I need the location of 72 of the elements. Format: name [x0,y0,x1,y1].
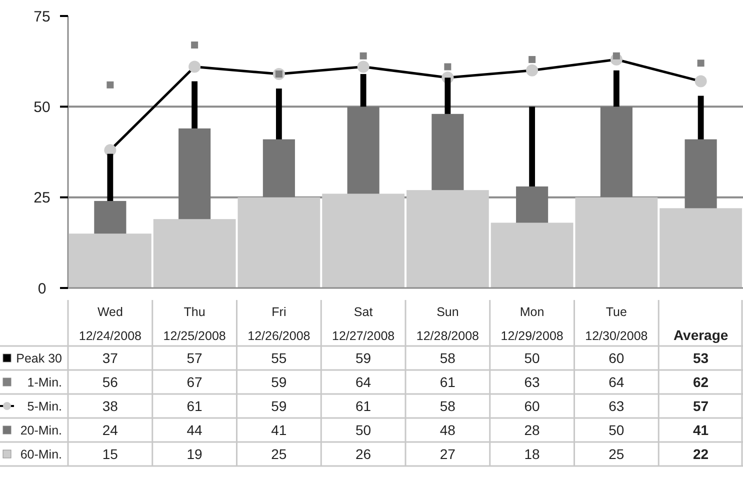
data-label: 37 [102,350,118,366]
point [612,52,620,60]
bar [406,190,489,288]
data-label: 27 [440,446,456,462]
data-label: 41 [271,422,287,438]
data-label: 44 [186,422,203,438]
x-tick-label: Sat 12/27/2008 [332,305,395,343]
bar [322,194,404,288]
data-label: 25 [271,446,287,462]
data-label: 61 [356,398,372,414]
bar [153,219,236,288]
bar [490,222,574,288]
data-label: 58 [440,398,456,414]
bar [238,197,320,288]
data-label: 28 [524,422,540,438]
legend-label: 5-Min. [27,399,62,414]
data-label: 18 [524,446,540,462]
x-tick-label: Fri 12/26/2008 [248,305,310,343]
data-label: 50 [356,422,372,438]
point [444,63,452,70]
legend-label: 1-Min. [27,375,62,390]
x-tick-label: Thu 12/25/2008 [163,305,226,343]
legend-label: 60-Min. [20,447,62,462]
point [191,42,198,49]
x-tick-label: Tue 12/30/2008 [585,305,648,343]
data-label: 62 [693,374,709,390]
data-label: 38 [102,398,118,414]
data-label: 57 [693,398,709,414]
y-tick-label: 25 [34,190,50,207]
data-label: 50 [524,350,540,366]
point [697,60,704,67]
x-tick-label: Mon 12/29/2008 [500,305,564,343]
legend-label: Peak 30 [16,351,62,366]
data-label: 64 [356,374,372,390]
data-label: 41 [693,422,709,438]
point [106,81,114,88]
data-label: 57 [186,350,203,366]
data-label: 24 [102,422,118,438]
bar [660,208,742,288]
data-label: 59 [356,350,372,366]
x-tick-label: Sun 12/28/2008 [416,305,480,343]
data-label: 22 [693,446,709,462]
data-label: 61 [186,398,203,414]
data-label: 56 [102,374,118,390]
data-label: 48 [440,422,456,438]
data-label: 53 [693,350,709,366]
x-tick-label: Average [673,327,728,343]
data-label: 26 [356,446,372,462]
point [528,56,536,64]
data-label: 61 [440,374,456,390]
data-label: 19 [186,446,203,462]
data-label: 59 [271,398,287,414]
data-label: 55 [271,350,287,366]
data-label: 64 [608,374,624,390]
y-tick-label: 0 [38,280,46,298]
data-label: 60 [524,398,540,414]
data-label: 59 [271,374,287,390]
data-label: 63 [524,374,540,390]
point [360,52,367,60]
data-label: 63 [608,398,624,414]
data-label: 60 [608,350,624,366]
data-label: 67 [186,374,203,390]
bar [69,234,152,288]
y-tick-label: 50 [34,98,50,116]
bar [575,197,658,288]
legend-label: 20-Min. [20,423,62,438]
y-tick-label: 75 [34,8,50,26]
data-label: 25 [608,446,624,462]
data-label: 58 [440,350,456,366]
data-label: 50 [608,422,624,438]
data-label: 15 [102,446,118,462]
x-tick-label: Wed 12/24/2008 [78,305,142,343]
